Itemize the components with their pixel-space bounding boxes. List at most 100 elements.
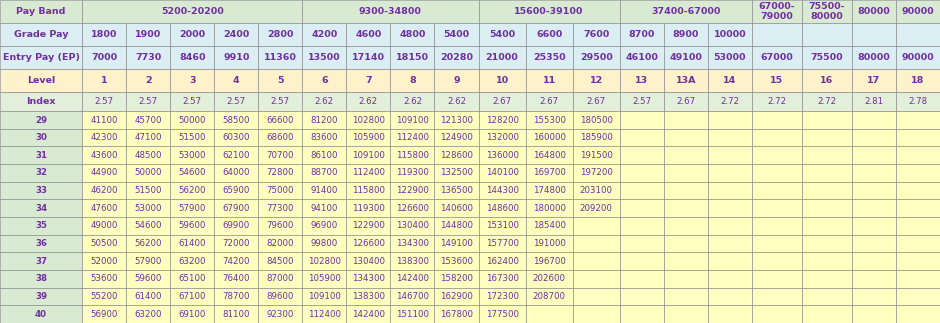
Bar: [852, 23, 896, 46]
Text: 162900: 162900: [440, 292, 473, 301]
Bar: [126, 252, 170, 270]
Text: 2.67: 2.67: [587, 97, 605, 106]
Bar: [82, 92, 126, 111]
Text: 37: 37: [35, 257, 47, 266]
Bar: [478, 270, 525, 288]
Text: 18150: 18150: [396, 53, 429, 62]
Bar: [525, 252, 572, 270]
Bar: [572, 270, 619, 288]
Text: 2.62: 2.62: [403, 97, 422, 106]
Bar: [525, 147, 572, 164]
Bar: [852, 129, 896, 147]
Bar: [170, 288, 214, 305]
Bar: [619, 129, 664, 147]
Bar: [390, 217, 434, 235]
Bar: [525, 23, 572, 46]
Bar: [478, 164, 525, 182]
Bar: [664, 147, 708, 164]
Bar: [390, 270, 434, 288]
Text: 5400: 5400: [489, 30, 515, 39]
Bar: [478, 46, 525, 69]
Bar: [303, 288, 346, 305]
Bar: [303, 252, 346, 270]
Text: 144800: 144800: [440, 222, 473, 230]
Bar: [170, 164, 214, 182]
Bar: [258, 270, 303, 288]
Bar: [572, 69, 619, 92]
Bar: [214, 92, 259, 111]
Bar: [346, 288, 390, 305]
Bar: [619, 182, 664, 199]
Text: 151100: 151100: [396, 310, 429, 319]
Bar: [572, 182, 619, 199]
Text: 35: 35: [35, 222, 47, 230]
Text: 2.67: 2.67: [493, 97, 511, 106]
Text: 191000: 191000: [533, 239, 566, 248]
Text: 88700: 88700: [310, 169, 338, 177]
Text: 64000: 64000: [223, 169, 250, 177]
Text: 9910: 9910: [223, 53, 249, 62]
Bar: [802, 23, 852, 46]
Bar: [572, 46, 619, 69]
Text: 1: 1: [101, 76, 107, 85]
Bar: [303, 270, 346, 288]
Bar: [346, 270, 390, 288]
Bar: [258, 111, 303, 129]
Bar: [572, 235, 619, 252]
Bar: [708, 46, 752, 69]
Text: 69900: 69900: [223, 222, 250, 230]
Bar: [664, 252, 708, 270]
Bar: [214, 129, 259, 147]
Text: 7600: 7600: [583, 30, 609, 39]
Bar: [346, 111, 390, 129]
Text: 138300: 138300: [396, 257, 429, 266]
Text: 53600: 53600: [90, 274, 118, 283]
Bar: [572, 288, 619, 305]
Bar: [82, 288, 126, 305]
Text: 36: 36: [35, 239, 47, 248]
Text: 86100: 86100: [310, 151, 338, 160]
Text: 90000: 90000: [901, 53, 934, 62]
Bar: [170, 305, 214, 323]
Bar: [390, 252, 434, 270]
Text: 51500: 51500: [179, 133, 206, 142]
Bar: [434, 305, 478, 323]
Bar: [802, 288, 852, 305]
Bar: [0, 46, 82, 69]
Bar: [525, 92, 572, 111]
Bar: [802, 252, 852, 270]
Text: 174800: 174800: [533, 186, 566, 195]
Text: 94100: 94100: [310, 204, 338, 213]
Text: 2800: 2800: [267, 30, 293, 39]
Bar: [303, 0, 478, 23]
Text: 167300: 167300: [486, 274, 519, 283]
Text: 34: 34: [35, 204, 47, 213]
Bar: [214, 270, 259, 288]
Text: 2.67: 2.67: [540, 97, 558, 106]
Text: 4800: 4800: [400, 30, 426, 39]
Text: 185900: 185900: [580, 133, 613, 142]
Text: 10000: 10000: [713, 30, 746, 39]
Bar: [478, 111, 525, 129]
Bar: [708, 270, 752, 288]
Bar: [525, 164, 572, 182]
Bar: [346, 182, 390, 199]
Bar: [852, 199, 896, 217]
Bar: [434, 129, 478, 147]
Text: 155300: 155300: [533, 116, 566, 125]
Text: 7000: 7000: [91, 53, 118, 62]
Text: 202600: 202600: [533, 274, 566, 283]
Bar: [802, 147, 852, 164]
Text: 2400: 2400: [223, 30, 249, 39]
Text: 11360: 11360: [264, 53, 297, 62]
Text: 13A: 13A: [676, 76, 696, 85]
Text: 79600: 79600: [267, 222, 294, 230]
Bar: [752, 252, 802, 270]
Bar: [896, 305, 940, 323]
Bar: [752, 164, 802, 182]
Text: 157700: 157700: [486, 239, 519, 248]
Bar: [434, 182, 478, 199]
Bar: [478, 217, 525, 235]
Bar: [303, 46, 346, 69]
Text: 2.57: 2.57: [632, 97, 651, 106]
